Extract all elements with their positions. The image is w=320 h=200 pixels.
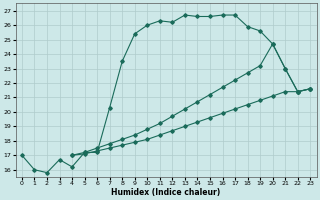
X-axis label: Humidex (Indice chaleur): Humidex (Indice chaleur) <box>111 188 221 197</box>
